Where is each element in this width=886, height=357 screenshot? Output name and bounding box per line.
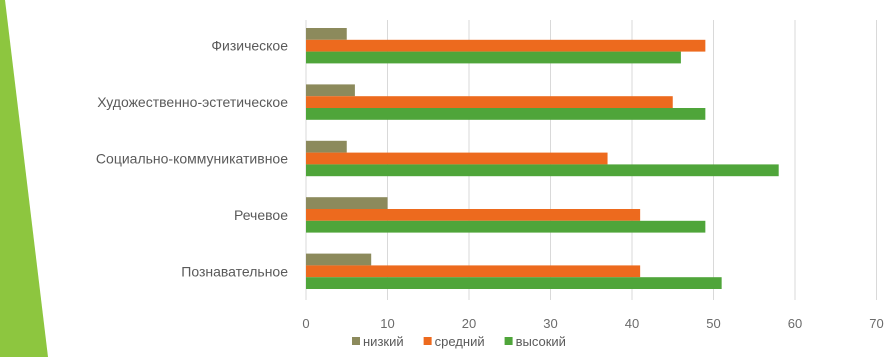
bar-средний	[306, 209, 641, 221]
category-label: Художественно-эстетическое	[97, 94, 288, 110]
legend-swatch	[504, 337, 513, 345]
category-labels: Физическое Художественно-эстетическое Соци…	[96, 38, 288, 280]
x-tick-label: 50	[706, 316, 720, 331]
bar-средний	[306, 265, 641, 278]
bar-низкий	[306, 253, 372, 266]
bar-средний	[306, 39, 706, 52]
bar-низкий	[306, 84, 355, 97]
bar-высокий	[306, 164, 779, 177]
legend-swatch	[352, 337, 360, 345]
legend: низкий средний высокий	[352, 334, 566, 349]
bar-высокий	[306, 108, 706, 120]
legend-label: низкий	[363, 334, 404, 349]
bar-низкий	[306, 140, 347, 153]
x-tick-label: 20	[462, 316, 476, 331]
legend-swatch	[423, 337, 432, 345]
bar-высокий	[306, 51, 681, 64]
category-label: Физическое	[211, 38, 288, 54]
x-tick-label: 30	[543, 316, 557, 331]
x-tick-label: 10	[380, 316, 394, 331]
category-label: Социально-коммуникативное	[96, 151, 288, 167]
x-tick-label: 70	[869, 316, 883, 331]
bar-средний	[306, 96, 673, 108]
bars	[306, 28, 779, 289]
decorative-accent-stripe	[0, 0, 48, 357]
bar-низкий	[306, 197, 388, 209]
legend-label: средний	[435, 334, 485, 349]
bar-низкий	[306, 28, 347, 40]
x-tick-label: 0	[302, 316, 309, 331]
category-label: Познавательное	[181, 263, 288, 279]
x-tick-label: 40	[625, 316, 639, 331]
category-label: Речевое	[234, 207, 288, 223]
bar-высокий	[306, 220, 706, 233]
bar-средний	[306, 152, 608, 165]
x-axis-tick-labels: 0 10 20 30 40 50 60 70	[302, 316, 883, 331]
legend-label: высокий	[516, 334, 566, 349]
x-tick-label: 60	[788, 316, 802, 331]
bar-высокий	[306, 277, 722, 289]
